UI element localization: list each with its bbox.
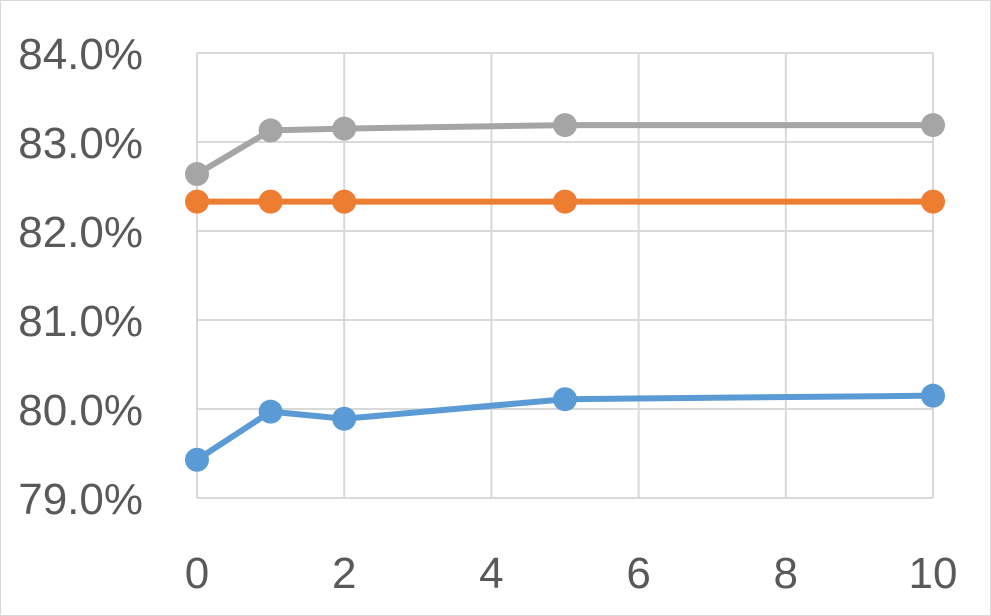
series-1-point: [258, 399, 283, 424]
y-tick-label: 82.0%: [18, 208, 143, 257]
y-tick-label: 83.0%: [18, 119, 143, 168]
x-axis-tick-labels: 0 2 4 6 8 10: [185, 549, 958, 598]
series-2-point: [258, 189, 283, 214]
series-1-point: [332, 406, 357, 431]
x-tick-label: 2: [332, 549, 356, 598]
y-axis-tick-labels: 79.0% 80.0% 81.0% 82.0% 83.0% 84.0%: [18, 30, 143, 524]
x-tick-label: 6: [626, 549, 650, 598]
series-3-point: [332, 116, 357, 141]
series-2-point: [332, 189, 357, 214]
series-3-point: [553, 113, 577, 138]
series-3-point: [258, 118, 283, 143]
series-1-point: [185, 447, 209, 472]
series-3-point: [185, 162, 209, 187]
series-2-point: [921, 189, 945, 214]
series-2-point: [553, 189, 577, 214]
x-tick-label: 10: [909, 549, 958, 598]
series-group: [185, 113, 945, 472]
x-tick-label: 8: [774, 549, 798, 598]
y-tick-label: 79.0%: [18, 475, 143, 524]
y-tick-label: 84.0%: [18, 30, 143, 79]
y-tick-label: 80.0%: [18, 386, 143, 435]
x-tick-label: 0: [185, 549, 209, 598]
series-1-point: [921, 383, 945, 408]
series-2-point: [185, 189, 209, 214]
series-3-point: [921, 113, 945, 138]
x-tick-label: 4: [479, 549, 503, 598]
series-1-point: [553, 387, 577, 412]
y-tick-label: 81.0%: [18, 297, 143, 346]
